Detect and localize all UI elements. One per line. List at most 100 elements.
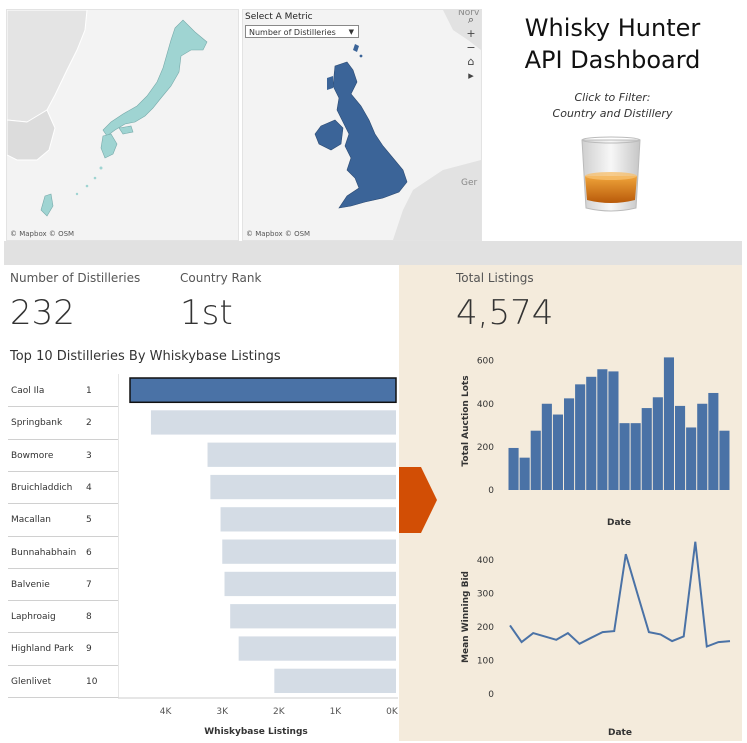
distillery-rank: 3: [86, 450, 92, 461]
distillery-rank: 2: [86, 418, 92, 429]
place-label-germany: Ger: [461, 178, 478, 188]
bar-caol-ila[interactable]: [129, 377, 397, 404]
distillery-label[interactable]: Bruichladdich: [11, 482, 73, 493]
metric-select-label: Select A Metric: [245, 12, 313, 22]
metric-dropdown-value: Number of Distilleries: [249, 28, 336, 37]
y-tick-label: 200: [477, 443, 494, 453]
distillery-rank: 8: [86, 612, 92, 623]
row-divider: [8, 697, 118, 698]
lots-bar[interactable]: [708, 392, 719, 490]
mean-winning-bid-chart[interactable]: 0 100 200 300 400 Mean Winning Bid Date: [440, 534, 740, 740]
lots-bar[interactable]: [530, 430, 541, 490]
map-attribution: © Mapbox © OSM: [10, 230, 75, 238]
bar-bowmore[interactable]: [207, 442, 396, 467]
row-divider: [8, 503, 118, 505]
y-tick-label: 400: [477, 556, 494, 566]
chevron-down-icon[interactable]: ▼: [348, 28, 354, 36]
distillery-rank: 9: [86, 644, 92, 655]
zoom-in-icon[interactable]: +: [466, 27, 476, 40]
bar-balvenie[interactable]: [224, 571, 396, 597]
distillery-label[interactable]: Caol Ila: [11, 386, 45, 396]
row-divider: [8, 406, 118, 408]
lots-bar[interactable]: [597, 369, 608, 490]
kpi-country-rank-value: 1st: [180, 293, 233, 333]
lots-bar[interactable]: [686, 427, 697, 490]
hint-line-1: Click to Filter:: [574, 91, 651, 104]
lots-bar[interactable]: [619, 423, 630, 490]
kpi-distilleries-label: Number of Distilleries: [10, 271, 141, 285]
map-uk[interactable]: Select A Metric Number of Distilleries ▼…: [242, 9, 482, 241]
lots-bar[interactable]: [586, 376, 597, 490]
distillery-label[interactable]: Macallan: [11, 515, 51, 526]
japan-map-graphic: [7, 10, 208, 217]
row-divider: [8, 470, 118, 472]
lots-bar[interactable]: [552, 414, 563, 490]
lots-bar[interactable]: [675, 405, 686, 490]
search-icon[interactable]: ⌕: [467, 13, 475, 26]
map-toolbar: ⌕ + − ⌂ ▸: [465, 14, 477, 84]
distillery-rank: 5: [86, 515, 92, 526]
lots-bar[interactable]: [608, 371, 619, 490]
section-divider: [4, 241, 742, 265]
dashboard-title: Whisky Hunter API Dashboard: [490, 12, 735, 76]
y-tick-label: 200: [477, 623, 494, 633]
lots-bar[interactable]: [630, 423, 641, 490]
map-attribution: © Mapbox © OSM: [246, 230, 311, 238]
hint-line-2: Country and Distillery: [552, 107, 673, 120]
auction-panel: [399, 265, 742, 741]
distillery-rank: 7: [86, 579, 92, 590]
total-auction-lots-chart[interactable]: 0 200 400 600 Total Auction Lots Date: [440, 346, 740, 532]
bid-line[interactable]: [509, 541, 731, 648]
kpi-total-listings-label: Total Listings: [456, 271, 534, 285]
distillery-label[interactable]: Balvenie: [11, 579, 50, 590]
taiwan-shape: [40, 193, 54, 217]
distillery-label[interactable]: Laphroaig: [11, 612, 56, 623]
row-divider: [8, 438, 118, 440]
lots-bar[interactable]: [697, 403, 708, 490]
zoom-out-icon[interactable]: −: [466, 41, 476, 54]
top10-title: Top 10 Distilleries By Whiskybase Listin…: [10, 349, 281, 364]
title-line-1: Whisky Hunter: [524, 14, 701, 42]
distillery-rank: 6: [86, 547, 92, 558]
lots-bar[interactable]: [519, 457, 530, 490]
lots-bar[interactable]: [564, 398, 575, 490]
distillery-label[interactable]: Highland Park: [11, 644, 74, 655]
distillery-rank: 10: [86, 676, 98, 687]
bar-springbank[interactable]: [150, 410, 396, 435]
lots-bar[interactable]: [575, 384, 586, 490]
bar-laphroaig[interactable]: [230, 604, 396, 629]
bar-bruichladdich[interactable]: [210, 474, 396, 500]
metric-dropdown[interactable]: Number of Distilleries ▼: [245, 25, 359, 38]
bar-bunnahabhain[interactable]: [222, 539, 396, 564]
lots-bar[interactable]: [652, 397, 663, 490]
lots-bar[interactable]: [508, 447, 519, 490]
title-line-2: API Dashboard: [524, 46, 701, 74]
row-divider: [8, 567, 118, 569]
row-divider: [8, 600, 118, 602]
place-label-norway: Norv: [458, 9, 480, 18]
row-divider: [8, 632, 118, 634]
pin-icon[interactable]: ⌂: [467, 55, 475, 68]
kpi-distilleries-value: 232: [10, 293, 75, 333]
bar-highland-park[interactable]: [238, 636, 396, 661]
distillery-label[interactable]: Springbank: [11, 418, 63, 429]
bar-glenlivet[interactable]: [274, 668, 396, 693]
japan-honshu-shape: [102, 19, 208, 137]
distillery-label[interactable]: Glenlivet: [11, 676, 52, 687]
distillery-label[interactable]: Bunnahabhain: [11, 547, 77, 558]
map-japan[interactable]: © Mapbox © OSM: [6, 9, 239, 241]
distillery-label[interactable]: Bowmore: [11, 450, 54, 461]
lots-bar[interactable]: [663, 357, 674, 490]
bar-macallan[interactable]: [220, 507, 396, 532]
lots-bar[interactable]: [719, 430, 730, 490]
lots-bar[interactable]: [541, 403, 552, 490]
top10-bar-chart[interactable]: 4K 3K 2K 1K 0K Whiskybase Listings: [118, 374, 398, 742]
whisky-glass-icon: [581, 136, 641, 212]
y-tick-label: 400: [477, 400, 494, 410]
lots-bar[interactable]: [641, 408, 652, 490]
arrow-right-icon: [399, 467, 437, 533]
y-tick-label: 100: [477, 657, 494, 667]
row-divider: [8, 535, 118, 537]
y-tick-label: 0: [488, 486, 494, 496]
play-icon[interactable]: ▸: [468, 69, 474, 82]
